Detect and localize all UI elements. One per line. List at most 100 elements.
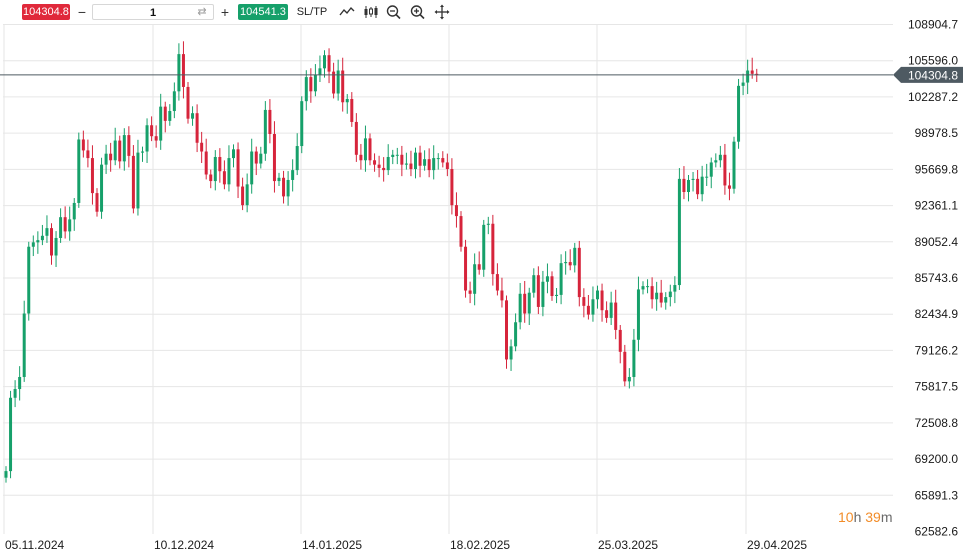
candle [323,50,326,78]
candle-body [263,109,267,154]
candle-body [609,302,613,318]
candle-body [313,74,317,92]
candle [131,145,135,214]
candle [505,295,508,369]
candle [81,130,85,158]
candle [696,170,700,200]
candle-body [382,167,386,171]
candle [445,153,449,177]
candle [468,281,472,304]
candle-body [195,113,199,143]
candle-body [673,285,677,292]
candle-body [491,223,495,275]
candle [227,145,231,192]
candle [250,138,254,194]
candle-body [750,70,754,74]
candle [596,285,599,309]
candle [555,288,559,304]
candle [300,96,304,154]
candle-body [714,160,718,163]
candle-body [500,290,504,301]
quantity-input[interactable]: 1 [92,4,214,20]
candle-body [122,135,126,162]
line-chart-icon[interactable] [338,4,356,20]
candle-body [291,170,295,180]
candle [545,263,549,294]
increase-quantity-button[interactable]: + [220,4,230,20]
pan-icon[interactable] [433,4,451,20]
candle-body [727,185,731,189]
x-tick-label: 14.01.2025 [302,538,362,552]
candle-body [168,111,172,121]
candle [632,328,636,387]
candle-body [391,154,395,157]
candle-body [150,125,154,137]
candle-body [145,125,149,152]
candle-body [473,264,477,294]
candle-body [90,158,94,194]
sell-price-button[interactable]: 104304.8 [22,4,70,20]
hours-unit: h [853,509,862,525]
candle [277,172,281,186]
candle-body [445,162,449,170]
candle-body [245,184,249,206]
candle-body [81,139,85,151]
candle [386,144,390,176]
candle [195,104,199,153]
decrease-quantity-button[interactable]: − [77,4,87,20]
candle-body [746,70,750,83]
candle-body [359,154,363,161]
candle-time-remaining: 10h 39m [838,509,893,525]
candle-body [632,339,636,377]
candle [737,78,741,149]
candle [318,55,322,83]
candle [36,231,40,254]
candle [418,145,422,178]
candle-body [9,397,13,472]
candle-body [668,291,672,298]
candle-body [341,70,345,103]
candle [741,73,745,96]
candle-body [250,151,254,185]
candle [122,128,126,171]
current-price-tag [893,66,963,83]
candle-body [427,159,431,171]
candle [709,157,713,189]
candlestick-icon[interactable] [362,4,380,20]
candle-body [732,141,736,189]
candle [432,145,436,180]
candle-body [113,140,117,161]
candle-body [400,154,404,165]
candle-body [282,177,286,197]
candle [327,48,331,84]
candle-body [454,205,458,217]
y-tick-label: 79126.2 [915,343,959,357]
candle-body [109,153,113,161]
candle-body [54,237,58,256]
trade-toolbar: 104304.8 − 1 ⇄ + 104541.3 SL/TP [0,0,460,24]
y-tick-label: 98978.5 [915,126,959,140]
candle-body [4,471,8,478]
candle [664,292,668,310]
candle [259,146,263,169]
candle-body [659,292,663,303]
candle [532,268,536,298]
candle [236,142,240,199]
candle [90,145,94,205]
candle [714,153,718,168]
candle-body [236,149,240,187]
candle [159,93,163,150]
swap-icon[interactable]: ⇄ [197,6,207,18]
sl-tp-button[interactable]: SL/TP [296,6,328,18]
buy-price-button[interactable]: 104541.3 [238,4,288,20]
candle-body [209,174,213,182]
zoom-in-icon[interactable] [409,4,427,20]
candle [482,219,486,277]
candle-body [86,150,90,159]
candle [450,158,454,215]
zoom-out-icon[interactable] [385,4,403,20]
candle [700,165,704,202]
candle-body [104,153,108,165]
candle-body [77,139,81,203]
